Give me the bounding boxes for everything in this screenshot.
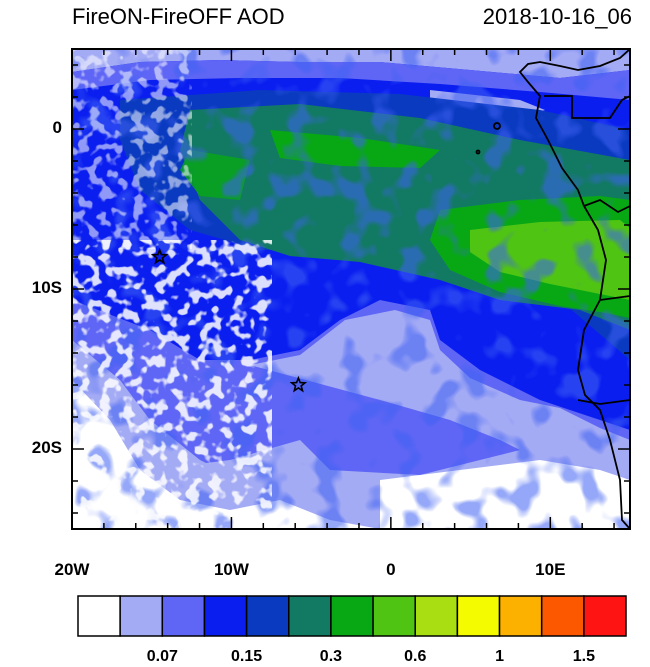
colorbar-label: 1.5	[572, 648, 595, 665]
colorbar-swatch	[540, 595, 585, 637]
station-star-marker	[150, 247, 169, 265]
x-tick-label: 0	[386, 560, 396, 579]
colorbar-swatch	[288, 595, 332, 637]
map-datetime: 2018-10-16_06	[482, 4, 632, 29]
colorbar-swatch	[372, 595, 416, 637]
colorbar-label: 0.6	[404, 648, 427, 665]
colorbar	[77, 595, 627, 637]
colorbar-swatch	[161, 595, 206, 637]
colorbar-swatch	[77, 595, 121, 637]
colorbar-swatch	[414, 595, 459, 637]
x-tick-label: 20W	[54, 560, 90, 579]
colorbar-swatch	[203, 595, 248, 637]
colorbar-swatch	[245, 595, 290, 637]
y-tick-label: 20S	[31, 438, 62, 457]
aod-field	[72, 49, 630, 529]
colorbar-swatch	[456, 595, 501, 637]
colorbar-label: 0.07	[146, 648, 178, 665]
colorbar-swatch	[498, 595, 543, 637]
y-tick-label: 10S	[31, 278, 62, 297]
colorbar-label: 0.15	[231, 648, 263, 665]
station-markers	[150, 247, 308, 393]
coastline	[475, 49, 630, 529]
station-star-marker	[289, 375, 308, 393]
y-tick-label: 0	[52, 118, 62, 137]
colorbar-swatch	[330, 595, 374, 637]
map-title: FireON-FireOFF AOD	[72, 4, 285, 29]
colorbar-label: 1	[495, 648, 504, 665]
x-tick-label: 10W	[213, 560, 249, 579]
axis-ticks	[71, 49, 630, 529]
x-tick-label: 10E	[535, 560, 566, 579]
colorbar-swatch	[119, 595, 164, 637]
colorbar-label: 0.3	[319, 648, 343, 665]
colorbar-swatch	[583, 595, 627, 637]
